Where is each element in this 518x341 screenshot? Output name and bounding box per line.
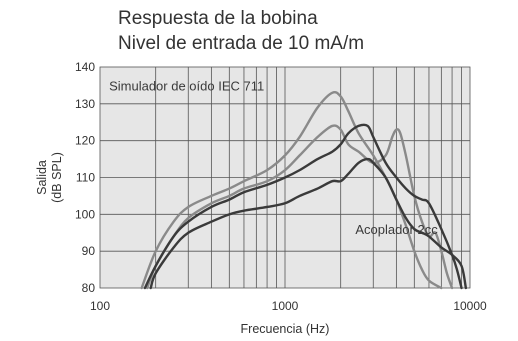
series-line-3 — [143, 123, 463, 290]
y-tick-label: 110 — [76, 171, 95, 185]
chart-subtitle: Nivel de entrada de 10 mA/m — [118, 33, 364, 54]
chart-title: Respuesta de la bobina — [118, 8, 318, 29]
x-tick-label: 100 — [90, 299, 110, 313]
x-axis-label: Frecuencia (Hz) — [241, 322, 330, 336]
series-line-1 — [140, 90, 443, 290]
y-tick-label: 100 — [75, 207, 95, 221]
y-axis-label-line-2: (dB SPL) — [50, 152, 64, 203]
y-axis-ticks: 80 90 100 110 120 130 140 — [75, 60, 95, 295]
annotations: Simulador de oído IEC 711 Acoplador 2cc — [109, 78, 438, 237]
series-line-2 — [146, 124, 454, 290]
y-tick-label: 140 — [75, 60, 95, 74]
annotation-1: Simulador de oído IEC 711 — [109, 78, 264, 93]
y-tick-label: 90 — [82, 244, 96, 258]
series-line-4 — [149, 157, 468, 290]
y-tick-label: 80 — [82, 281, 96, 295]
x-tick-label: 10000 — [453, 299, 487, 313]
y-tick-label: 120 — [75, 134, 95, 148]
annotation-2: Acoplador 2cc — [355, 222, 438, 237]
y-axis-label-line-1: Salida — [35, 160, 49, 195]
series-layer — [140, 90, 468, 290]
x-tick-label: 1000 — [272, 299, 299, 313]
x-axis-ticks: 100 1000 10000 — [90, 299, 487, 313]
y-tick-label: 130 — [75, 97, 95, 111]
